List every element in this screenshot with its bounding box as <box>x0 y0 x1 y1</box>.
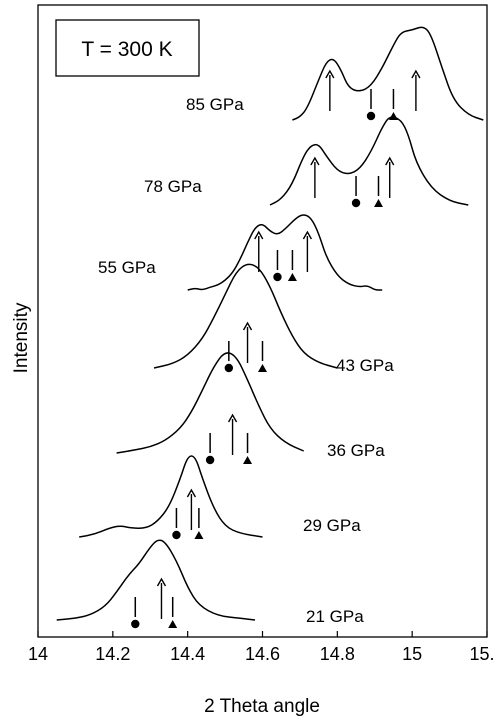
peak-arrow <box>156 577 167 619</box>
x-tick-label: 14.6 <box>245 644 280 664</box>
circle-peak-marker <box>224 363 234 373</box>
series-layer: 85 GPa 78 GPa 55 GPa 43 GPa 36 GPa 29 GPa 21 G… <box>56 26 484 629</box>
x-tick-label: 14.8 <box>320 644 355 664</box>
series-line <box>56 539 256 621</box>
peak-arrow <box>325 69 335 111</box>
temperature-inset: T = 300 K <box>55 19 200 77</box>
temperature-inset-label: T = 300 K <box>81 38 172 61</box>
x-tick-label: 14 <box>28 644 48 664</box>
series-line <box>292 26 484 121</box>
plot-frame <box>37 4 488 638</box>
x-tick-label: 14.2 <box>95 644 130 664</box>
x-axis-ticks: 14 14.2 14.4 14.6 14.8 15 15.2 <box>28 631 493 664</box>
series-line <box>116 352 304 454</box>
pressure-label: 78 GPa <box>144 177 202 196</box>
series-line <box>187 214 383 291</box>
peak-arrow <box>242 321 253 363</box>
circle-peak-marker <box>273 272 282 282</box>
peak-arrow <box>310 156 320 198</box>
triangle-peak-marker <box>373 199 383 207</box>
pressure-label: 55 GPa <box>98 258 156 277</box>
triangle-peak-marker <box>194 531 204 539</box>
pressure-label: 21 GPa <box>306 607 364 626</box>
circle-peak-marker <box>205 455 215 465</box>
peak-arrow <box>385 156 395 198</box>
triangle-peak-marker <box>258 364 267 372</box>
triangle-peak-marker <box>287 273 297 281</box>
circle-peak-marker <box>172 530 181 540</box>
peak-arrow <box>227 413 238 455</box>
x-tick-label: 14.4 <box>170 644 205 664</box>
circle-peak-marker <box>351 198 361 208</box>
peak-arrow <box>186 488 197 530</box>
x-tick-label: 15.2 <box>469 644 493 664</box>
series-line <box>269 116 469 206</box>
circle-peak-marker <box>131 619 140 629</box>
series-line <box>79 455 263 538</box>
x-tick-label: 15 <box>402 644 422 664</box>
peak-arrow <box>411 69 421 111</box>
peak-arrow <box>254 230 264 272</box>
pressure-label: 29 GPa <box>303 516 361 535</box>
triangle-peak-marker <box>168 620 178 628</box>
peak-arrow <box>302 230 313 272</box>
triangle-peak-marker <box>243 456 253 464</box>
circle-peak-marker <box>366 111 376 121</box>
series-line <box>153 263 338 369</box>
pressure-label: 85 GPa <box>186 95 244 114</box>
temperature-inset-box <box>55 19 200 77</box>
x-axis-title: 2 Theta angle <box>204 696 320 717</box>
pressure-label: 36 GPa <box>327 441 385 460</box>
pressure-label: 43 GPa <box>336 356 394 375</box>
y-axis-title: Intensity <box>11 302 32 373</box>
